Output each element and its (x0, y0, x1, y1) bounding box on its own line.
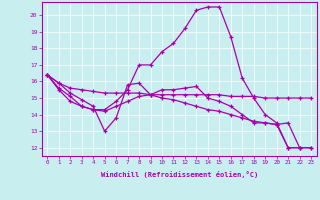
X-axis label: Windchill (Refroidissement éolien,°C): Windchill (Refroidissement éolien,°C) (100, 171, 258, 178)
